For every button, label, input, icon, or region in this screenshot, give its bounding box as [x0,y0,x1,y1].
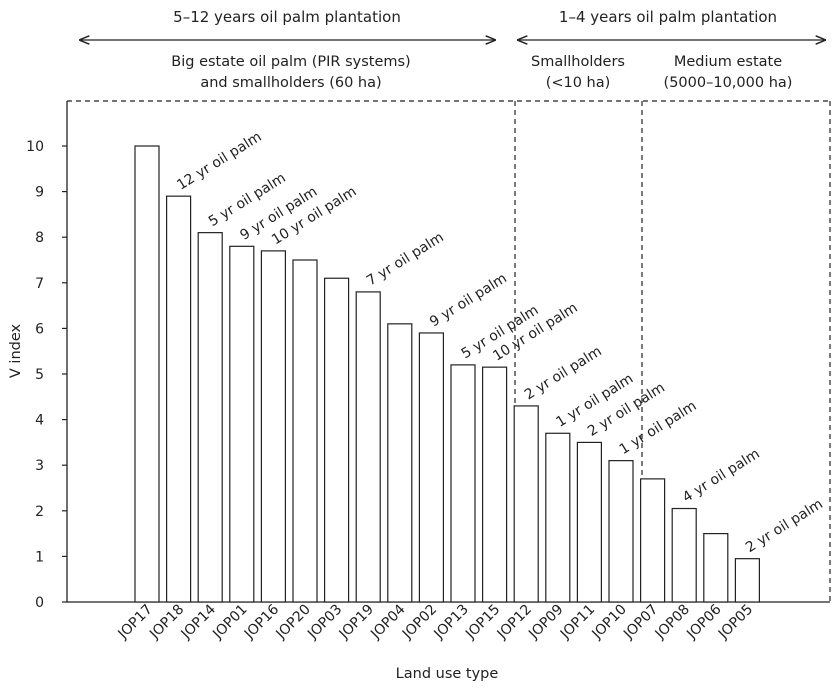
category-label-JOP11: JOP11 [557,602,598,643]
bar-JOP11 [576,441,603,603]
group-label-1-line-1: Big estate oil palm (PIR systems) [171,54,410,70]
bar-JOP13 [450,364,476,603]
category-label-JOP15: JOP15 [462,602,503,643]
group-label-1-line-2: and smallholders (60 ha) [200,75,381,91]
bar-JOP18 [166,195,192,603]
category-labels: JOP17JOP18JOP14JOP01JOP16JOP20JOP03JOP19… [115,601,757,642]
group-label-2-line-2: (<10 ha) [546,75,611,91]
y-tick-label: 8 [35,230,44,246]
category-label-JOP10: JOP10 [589,602,630,643]
bar-JOP15 [482,366,508,603]
category-label-JOP02: JOP02 [399,602,440,643]
y-tick-label: 10 [26,139,44,155]
bar-JOP03 [324,277,350,603]
y-tick-label: 0 [35,595,44,611]
bar-JOP19 [355,291,381,603]
category-label-JOP16: JOP16 [241,601,282,642]
category-label-JOP04: JOP04 [367,601,408,642]
category-label-JOP13: JOP13 [431,602,472,643]
category-label-JOP01: JOP01 [209,602,250,643]
y-tick-label: 7 [35,276,44,292]
bar-JOP02 [418,332,444,603]
y-ticks: 0 1 2 3 4 5 6 7 8 9 10 [26,139,67,611]
group-label-3-line-1: Medium estate [674,54,782,70]
bars [134,145,761,603]
y-tick-label: 9 [35,185,44,201]
bar-JOP08 [671,507,697,603]
category-label-JOP18: JOP18 [146,602,187,643]
bar-label-JOP19: 7 yr oil palm [364,229,447,289]
bar-JOP07 [639,478,666,603]
category-label-JOP17: JOP17 [115,602,156,643]
bar-JOP14 [197,232,223,603]
category-label-JOP09: JOP09 [525,602,566,643]
bar-JOP12 [513,405,539,603]
bar-JOP16 [260,250,286,603]
category-label-JOP07: JOP07 [620,602,661,643]
bar-JOP01 [229,245,255,603]
bar-label-JOP05: 2 yr oil palm [743,496,826,556]
y-tick-label: 5 [35,367,44,383]
bar-label-JOP08: 4 yr oil palm [680,446,763,506]
y-tick-label: 1 [35,549,44,565]
group-label-3-line-2: (5000–10,000 ha) [664,75,793,91]
category-label-JOP05: JOP05 [715,602,756,643]
category-label-JOP20: JOP20 [273,602,314,643]
group-label-2-line-1: Smallholders [531,54,625,70]
bar-label-JOP02: 9 yr oil palm [427,270,510,330]
category-label-JOP06: JOP06 [683,601,724,642]
category-label-JOP19: JOP19 [336,602,377,643]
x-axis-label: Land use type [396,666,499,682]
header-right: 1–4 years oil palm plantation [559,8,777,26]
category-label-JOP03: JOP03 [304,602,345,643]
bar-JOP06 [703,532,729,603]
bar-JOP20 [292,259,318,603]
bar-JOP04 [387,323,413,603]
bar-label-JOP18: 12 yr oil palm [174,129,264,194]
category-label-JOP08: JOP08 [652,602,693,643]
bar-JOP17 [134,145,160,603]
category-label-JOP14: JOP14 [178,601,219,642]
bar-JOP09 [545,432,571,603]
y-tick-label: 3 [35,458,44,474]
header-left: 5–12 years oil palm plantation [173,8,401,26]
y-tick-label: 6 [35,321,44,337]
y-tick-label: 4 [35,413,44,429]
y-tick-label: 2 [35,504,44,520]
bar-JOP10 [608,460,634,603]
bar-JOP05 [734,558,761,603]
y-axis-label: V index [8,323,24,378]
category-label-JOP12: JOP12 [494,602,535,643]
